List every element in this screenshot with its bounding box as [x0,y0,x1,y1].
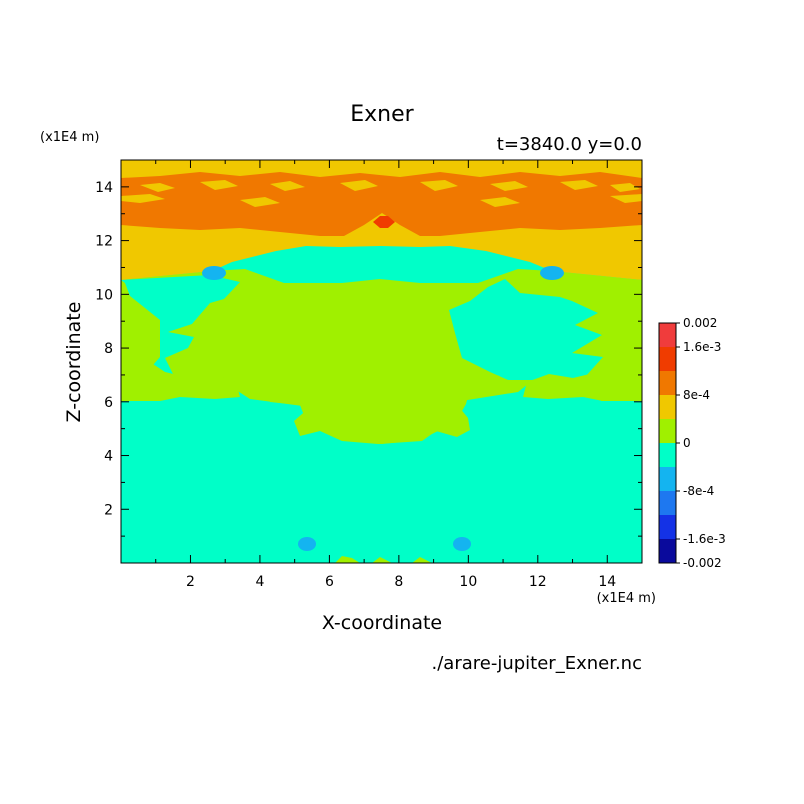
colorbar-tick-label: 8e-4 [683,388,710,402]
colorbar-swatch [659,443,676,467]
y-axis-label: Z-coordinate [63,302,85,423]
colorbar-swatch [659,395,676,419]
colorbar-tick-label: 0.002 [683,316,717,330]
x-axis: 2 4 6 8 10 12 14 [155,160,616,590]
chart-title: Exner [350,102,414,127]
y-axis: 2 4 6 8 10 12 14 [95,180,642,537]
x-unit-label: (x1E4 m) [597,591,656,606]
cell-neg-0.0008-bottom-right [453,537,471,551]
y-tick-label: 6 [104,395,113,411]
y-tick-label: 12 [95,234,113,250]
y-tick-label: 8 [104,341,113,357]
y-tick-label: 4 [104,449,113,465]
colorbar-swatch [659,515,676,539]
cell-neg-0.0008-left [202,266,226,280]
y-tick-label: 2 [104,502,113,518]
cell-neg-0.0008-right [540,266,564,280]
colorbar-swatch [659,467,676,491]
x-tick-label: 4 [255,574,264,590]
chart-subtitle: t=3840.0 y=0.0 [497,134,642,155]
x-tick-label: 14 [598,574,616,590]
plot-frame [120,159,643,564]
level-0-0.0004-right-lobe [523,362,642,401]
colorbar-tick-label: -8e-4 [683,484,714,498]
colorbar-swatch [659,371,676,395]
cell-neg-0.0008-bottom-left [298,537,316,551]
x-tick-label: 2 [186,574,195,590]
colorbar-tick-label: 0 [683,436,691,450]
colorbar-swatch [659,347,676,371]
y-tick-label: 10 [95,287,113,303]
level-0.0004-0.0008-top-speckle [121,180,642,207]
level-0-0.0004-bottom [335,556,432,563]
colorbar-tick-label: 1.6e-3 [683,340,721,354]
colorbar-tick-label: -1.6e-3 [683,532,726,546]
x-tick-label: 12 [529,574,547,590]
x-tick-label: 8 [394,574,403,590]
colorbar-swatch [659,419,676,443]
x-tick-label: 6 [325,574,334,590]
colorbar-swatch [659,323,676,347]
y-tick-label: 14 [95,180,113,196]
level-0-0.0004-dome [266,327,500,444]
x-tick-label: 10 [459,574,477,590]
y-unit-label: (x1E4 m) [40,130,99,145]
colorbar-swatch [659,539,676,563]
level-0.0012-0.0016 [373,216,395,228]
colorbar: -0.002 -1.6e-3 -8e-4 0 8e-4 1.6e-3 0.002 [658,316,726,570]
level-0-0.0004-left-lobe [121,362,240,401]
colorbar-tick-label: -0.002 [683,556,722,570]
contour-field [121,160,642,563]
x-axis-label: X-coordinate [322,612,442,634]
colorbar-swatch [659,491,676,515]
source-file-label: ./arare-jupiter_Exner.nc [432,653,642,674]
